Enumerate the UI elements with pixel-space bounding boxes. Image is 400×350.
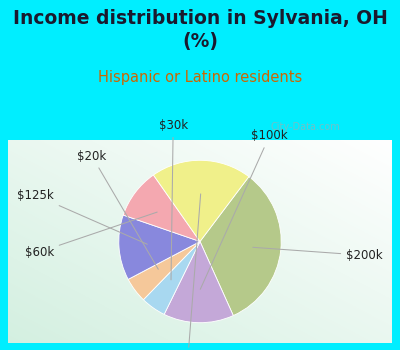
Wedge shape [119,215,200,279]
Text: $125k: $125k [17,189,147,244]
Wedge shape [128,241,200,300]
Text: Hispanic or Latino residents: Hispanic or Latino residents [98,70,302,85]
Wedge shape [154,160,249,242]
Wedge shape [123,175,200,242]
Text: $200k: $200k [253,247,383,262]
Text: $150k: $150k [170,194,206,350]
Text: $20k: $20k [77,150,158,269]
Wedge shape [143,241,200,314]
Wedge shape [200,177,281,316]
Text: Income distribution in Sylvania, OH
(%): Income distribution in Sylvania, OH (%) [12,9,388,50]
Text: $100k: $100k [200,130,288,289]
Text: City-Data.com: City-Data.com [271,122,340,132]
Text: $30k: $30k [159,119,188,280]
Text: $60k: $60k [24,212,157,259]
Wedge shape [164,241,233,323]
